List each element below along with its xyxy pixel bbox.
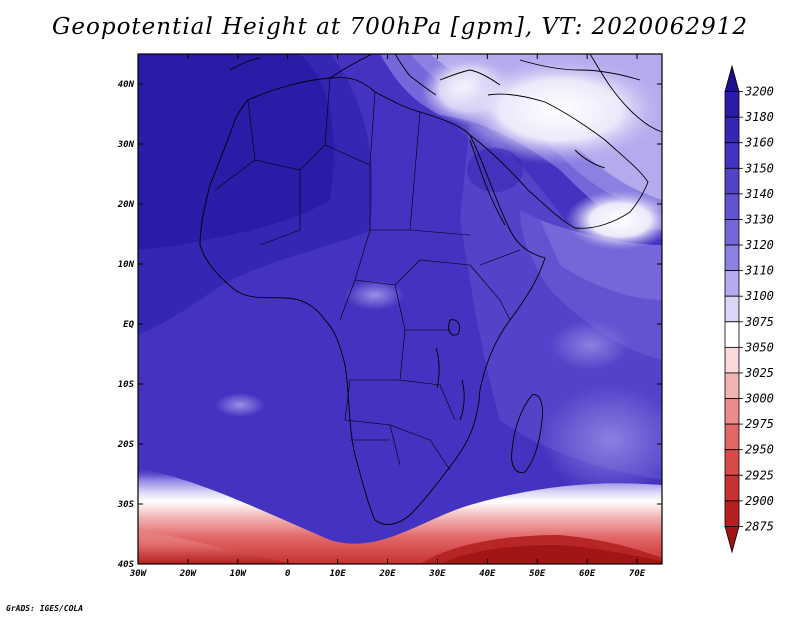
latitude-axis: 40N 30N 20N 10N EQ 10S 20S 30S 40S xyxy=(117,80,135,570)
colorbar-label-3120: 3120 xyxy=(744,238,774,252)
colorbar-label-3100: 3100 xyxy=(744,289,774,303)
colorbar-box xyxy=(724,398,740,425)
lon-label-40E: 40E xyxy=(479,569,496,579)
europe-coast xyxy=(329,54,501,96)
madagascar xyxy=(511,394,543,473)
colorbar-box xyxy=(724,244,740,272)
lon-label-50E: 50E xyxy=(529,569,546,579)
lat-label-20N: 20N xyxy=(117,200,135,210)
lon-label-30E: 30E xyxy=(428,569,446,579)
lat-label-30S: 30S xyxy=(117,500,135,510)
colorbar-label-3000: 3000 xyxy=(744,392,774,406)
lon-label-10E: 10E xyxy=(329,569,346,579)
colorbar-label-2925: 2925 xyxy=(745,468,774,482)
lon-label-30W: 30W xyxy=(129,569,148,579)
colorbar-label-2900: 2900 xyxy=(745,494,774,508)
colorbar-box xyxy=(724,346,740,374)
axis-ticks xyxy=(137,54,662,565)
colorbar-box xyxy=(724,295,740,323)
coastlines xyxy=(199,54,662,526)
lon-label-0: 0 xyxy=(285,569,291,579)
colorbar-box xyxy=(724,449,740,476)
lat-label-40S: 40S xyxy=(118,560,135,570)
colorbar-box xyxy=(724,270,740,297)
colorbar-label-3160: 3160 xyxy=(744,136,774,150)
colorbar-box xyxy=(724,91,740,118)
colorbar-box xyxy=(724,474,740,502)
plot-frame xyxy=(137,53,663,565)
colorbar-box xyxy=(724,500,740,527)
colorbar-box xyxy=(724,219,740,246)
colorbar-label-3025: 3025 xyxy=(744,366,774,380)
colorbar-box xyxy=(724,167,740,195)
colorbar-top-triangle xyxy=(724,64,740,92)
grads-credit: GrADS: IGES/COLA xyxy=(6,604,84,613)
colorbar-box xyxy=(724,142,740,169)
colorbar-label-3180: 3180 xyxy=(744,110,774,124)
colorbar-box xyxy=(724,372,740,399)
colorbar-label-2875: 2875 xyxy=(745,519,774,533)
height-field xyxy=(138,54,662,564)
lon-label-20W: 20W xyxy=(179,569,198,579)
colorbar-label-3200: 3200 xyxy=(744,85,774,99)
colorbar-label-3140: 3140 xyxy=(744,187,774,201)
lat-label-EQ: EQ xyxy=(123,320,134,330)
colorbar-label-3050: 3050 xyxy=(744,340,774,354)
africa-coastline xyxy=(199,77,546,526)
colorbar-label-3130: 3130 xyxy=(744,212,774,226)
colorbar-label-2950: 2950 xyxy=(745,443,774,457)
lat-label-10S: 10S xyxy=(118,380,135,390)
lat-label-30N: 30N xyxy=(117,140,135,150)
colorbar: 3200 3180 3160 3150 3140 3130 3120 3110 3100 3075… xyxy=(724,64,774,554)
lon-label-20E: 20E xyxy=(378,569,396,579)
colorbar-box xyxy=(724,321,740,348)
longitude-axis: 30W 20W 10W 0 10E 20E 30E 40E 50E 60E 70E xyxy=(129,569,646,579)
colorbar-label-3075: 3075 xyxy=(744,315,774,329)
colorbar-label-3150: 3150 xyxy=(744,161,774,175)
lon-label-10W: 10W xyxy=(230,569,248,579)
lon-label-70E: 70E xyxy=(629,569,646,579)
lon-label-60E: 60E xyxy=(579,569,596,579)
colorbar-box xyxy=(724,116,740,144)
lat-label-40N: 40N xyxy=(118,80,135,90)
arabia-coastline xyxy=(469,93,649,229)
lat-label-20S: 20S xyxy=(117,440,135,450)
colorbar-box xyxy=(724,193,740,220)
colorbar-label-2975: 2975 xyxy=(745,417,774,431)
colorbar-box xyxy=(724,423,740,451)
lat-label-10N: 10N xyxy=(118,260,135,270)
colorbar-label-3110: 3110 xyxy=(744,264,774,278)
colorbar-bottom-triangle xyxy=(724,526,740,554)
map-title: Geopotential Height at 700hPa [gpm], VT:… xyxy=(52,14,748,40)
